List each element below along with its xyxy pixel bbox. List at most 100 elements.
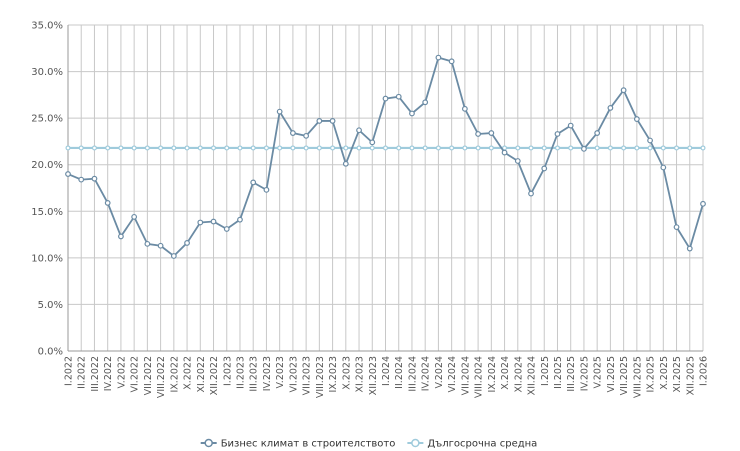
data-point[interactable] xyxy=(131,145,137,151)
data-point[interactable] xyxy=(250,145,256,151)
data-point[interactable] xyxy=(104,200,111,206)
data-point[interactable] xyxy=(118,145,124,151)
data-point[interactable] xyxy=(158,145,164,151)
data-point[interactable] xyxy=(329,118,336,124)
data-point[interactable] xyxy=(514,158,521,164)
data-point[interactable] xyxy=(700,145,706,151)
data-point[interactable] xyxy=(356,145,362,151)
data-point[interactable] xyxy=(594,130,601,136)
data-point[interactable] xyxy=(78,176,85,183)
data-point[interactable] xyxy=(488,130,495,136)
data-point[interactable] xyxy=(330,145,336,151)
data-point[interactable] xyxy=(488,145,494,151)
data-point[interactable] xyxy=(118,233,124,240)
data-point[interactable] xyxy=(449,145,455,151)
data-point[interactable] xyxy=(343,145,349,151)
data-point[interactable] xyxy=(673,224,680,231)
data-point[interactable] xyxy=(316,118,323,124)
data-point[interactable] xyxy=(501,149,508,156)
data-point[interactable] xyxy=(197,145,203,151)
data-point[interactable] xyxy=(647,145,653,151)
data-point[interactable] xyxy=(541,145,547,151)
data-point[interactable] xyxy=(369,139,376,146)
data-point[interactable] xyxy=(422,99,429,106)
data-point[interactable] xyxy=(170,253,177,259)
legend-label: Дългосрочна средна xyxy=(427,439,537,450)
data-point[interactable] xyxy=(184,240,190,246)
data-point[interactable] xyxy=(396,145,402,151)
data-point[interactable] xyxy=(422,145,428,151)
data-point[interactable] xyxy=(91,145,97,151)
data-point[interactable] xyxy=(647,137,653,144)
data-point[interactable] xyxy=(607,145,613,151)
data-point[interactable] xyxy=(91,175,98,182)
data-point[interactable] xyxy=(475,145,481,151)
data-point[interactable] xyxy=(276,108,283,115)
data-point[interactable] xyxy=(541,165,548,172)
data-point[interactable] xyxy=(382,95,389,102)
data-point[interactable] xyxy=(634,145,640,151)
data-point[interactable] xyxy=(289,130,296,136)
data-point[interactable] xyxy=(144,145,150,151)
data-point[interactable] xyxy=(409,110,415,117)
data-point[interactable] xyxy=(660,164,667,171)
data-point[interactable] xyxy=(435,54,442,61)
data-point[interactable] xyxy=(674,145,680,151)
data-point[interactable] xyxy=(448,58,455,65)
data-point[interactable] xyxy=(620,87,627,94)
data-point[interactable] xyxy=(250,179,257,186)
data-point[interactable] xyxy=(303,132,310,139)
data-point[interactable] xyxy=(409,145,415,151)
data-point[interactable] xyxy=(277,145,283,151)
data-point[interactable] xyxy=(633,116,640,122)
data-point[interactable] xyxy=(594,145,600,151)
data-point[interactable] xyxy=(290,145,296,151)
data-point[interactable] xyxy=(131,213,138,220)
data-point[interactable] xyxy=(356,127,362,134)
data-point[interactable] xyxy=(263,186,270,193)
data-point[interactable] xyxy=(369,145,375,151)
series-group xyxy=(65,54,706,259)
data-point[interactable] xyxy=(515,145,521,151)
data-point[interactable] xyxy=(211,145,217,151)
data-point[interactable] xyxy=(660,145,666,151)
data-point[interactable] xyxy=(237,216,243,223)
data-point[interactable] xyxy=(237,145,243,151)
data-point[interactable] xyxy=(263,145,269,151)
data-point[interactable] xyxy=(383,145,389,151)
data-point[interactable] xyxy=(395,93,402,100)
data-point[interactable] xyxy=(210,218,217,225)
data-point[interactable] xyxy=(554,145,560,151)
data-point[interactable] xyxy=(554,131,561,137)
data-point[interactable] xyxy=(78,145,84,151)
data-point[interactable] xyxy=(567,122,574,129)
data-point[interactable] xyxy=(65,171,71,177)
data-point[interactable] xyxy=(528,190,534,197)
data-point[interactable] xyxy=(144,240,151,247)
data-point[interactable] xyxy=(621,145,627,151)
data-point[interactable] xyxy=(686,245,693,252)
data-point[interactable] xyxy=(568,145,574,151)
data-point[interactable] xyxy=(171,145,177,151)
x-tick-label: V.2024 xyxy=(434,356,445,388)
data-point[interactable] xyxy=(581,145,587,152)
data-point[interactable] xyxy=(105,145,111,151)
data-point[interactable] xyxy=(435,145,441,151)
data-point[interactable] xyxy=(475,131,482,137)
legend[interactable]: Бизнес климат в строителството Дългосрочн… xyxy=(200,439,538,450)
data-point[interactable] xyxy=(528,145,534,151)
data-point[interactable] xyxy=(687,145,693,151)
data-point[interactable] xyxy=(184,145,190,151)
data-point[interactable] xyxy=(342,160,349,167)
data-point[interactable] xyxy=(461,105,468,112)
data-point[interactable] xyxy=(607,104,614,111)
data-point[interactable] xyxy=(157,242,164,249)
data-point[interactable] xyxy=(700,200,706,207)
data-point[interactable] xyxy=(316,145,322,151)
data-point[interactable] xyxy=(303,145,309,151)
data-point[interactable] xyxy=(197,219,204,226)
data-point[interactable] xyxy=(224,145,230,151)
data-point[interactable] xyxy=(65,145,71,151)
data-point[interactable] xyxy=(223,226,230,232)
data-point[interactable] xyxy=(462,145,468,151)
